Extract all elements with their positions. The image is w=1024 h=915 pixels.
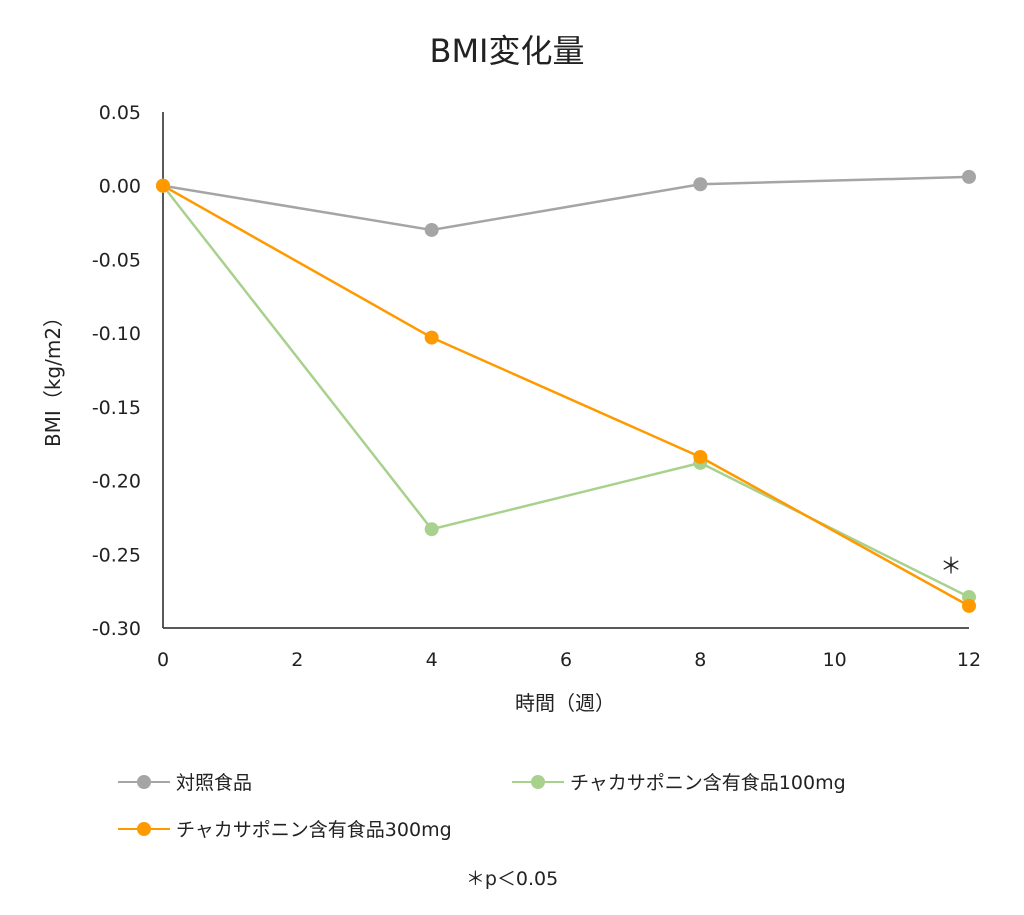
series-line bbox=[162, 184, 970, 607]
x-tick-label: 2 bbox=[291, 649, 303, 671]
data-point bbox=[156, 178, 170, 193]
series-line bbox=[162, 184, 970, 599]
x-tick-label: 6 bbox=[560, 649, 572, 671]
legend-label: 対照食品 bbox=[176, 772, 253, 794]
chart-title: BMI変化量 bbox=[429, 32, 584, 70]
y-tick-label: -0.30 bbox=[92, 618, 141, 640]
y-tick-label: -0.20 bbox=[92, 471, 141, 493]
series-layer: ＊ bbox=[156, 169, 976, 613]
series-line bbox=[162, 175, 970, 232]
legend-label: チャカサポニン含有食品300mg bbox=[176, 819, 452, 841]
y-axis-label: BMI（kg/m2） bbox=[41, 307, 65, 447]
y-tick-label: 0.00 bbox=[99, 176, 141, 198]
significance-footnote: ＊p＜0.05 bbox=[465, 868, 559, 890]
series-0 bbox=[156, 169, 976, 237]
x-axis-label: 時間（週） bbox=[515, 691, 615, 715]
legend-item-100mg: チャカサポニン含有食品100mg bbox=[512, 768, 846, 795]
axes: 0.05 0.00 -0.05 -0.10 -0.15 -0.20 -0.25 -0.30 0 2… bbox=[92, 102, 981, 671]
y-tick-label: -0.15 bbox=[92, 397, 141, 419]
data-point bbox=[693, 177, 708, 192]
x-tick-label: 12 bbox=[957, 649, 981, 671]
x-tick-label: 0 bbox=[157, 649, 169, 671]
x-tick-label: 4 bbox=[426, 649, 438, 671]
data-point bbox=[962, 169, 976, 184]
y-tick-label: -0.25 bbox=[92, 544, 141, 566]
legend-label: チャカサポニン含有食品100mg bbox=[570, 772, 846, 794]
legend-marker-green bbox=[512, 772, 564, 792]
x-tick-label: 10 bbox=[823, 649, 847, 671]
y-tick-label: 0.05 bbox=[99, 102, 141, 124]
y-tick-label: -0.10 bbox=[92, 323, 141, 345]
data-point bbox=[424, 222, 439, 237]
series-2 bbox=[156, 178, 976, 613]
data-point bbox=[424, 330, 439, 345]
significance-marker: ＊ bbox=[940, 555, 962, 580]
legend-marker-gray bbox=[118, 772, 170, 792]
x-tick-label: 8 bbox=[694, 649, 706, 671]
y-tick-label: -0.05 bbox=[92, 249, 141, 271]
legend-item-300mg: チャカサポニン含有食品300mg bbox=[118, 815, 452, 842]
data-point bbox=[693, 449, 708, 464]
legend-marker-orange bbox=[118, 819, 170, 839]
legend-item-control: 対照食品 bbox=[118, 768, 252, 795]
data-point bbox=[962, 598, 976, 613]
data-point bbox=[424, 522, 439, 537]
